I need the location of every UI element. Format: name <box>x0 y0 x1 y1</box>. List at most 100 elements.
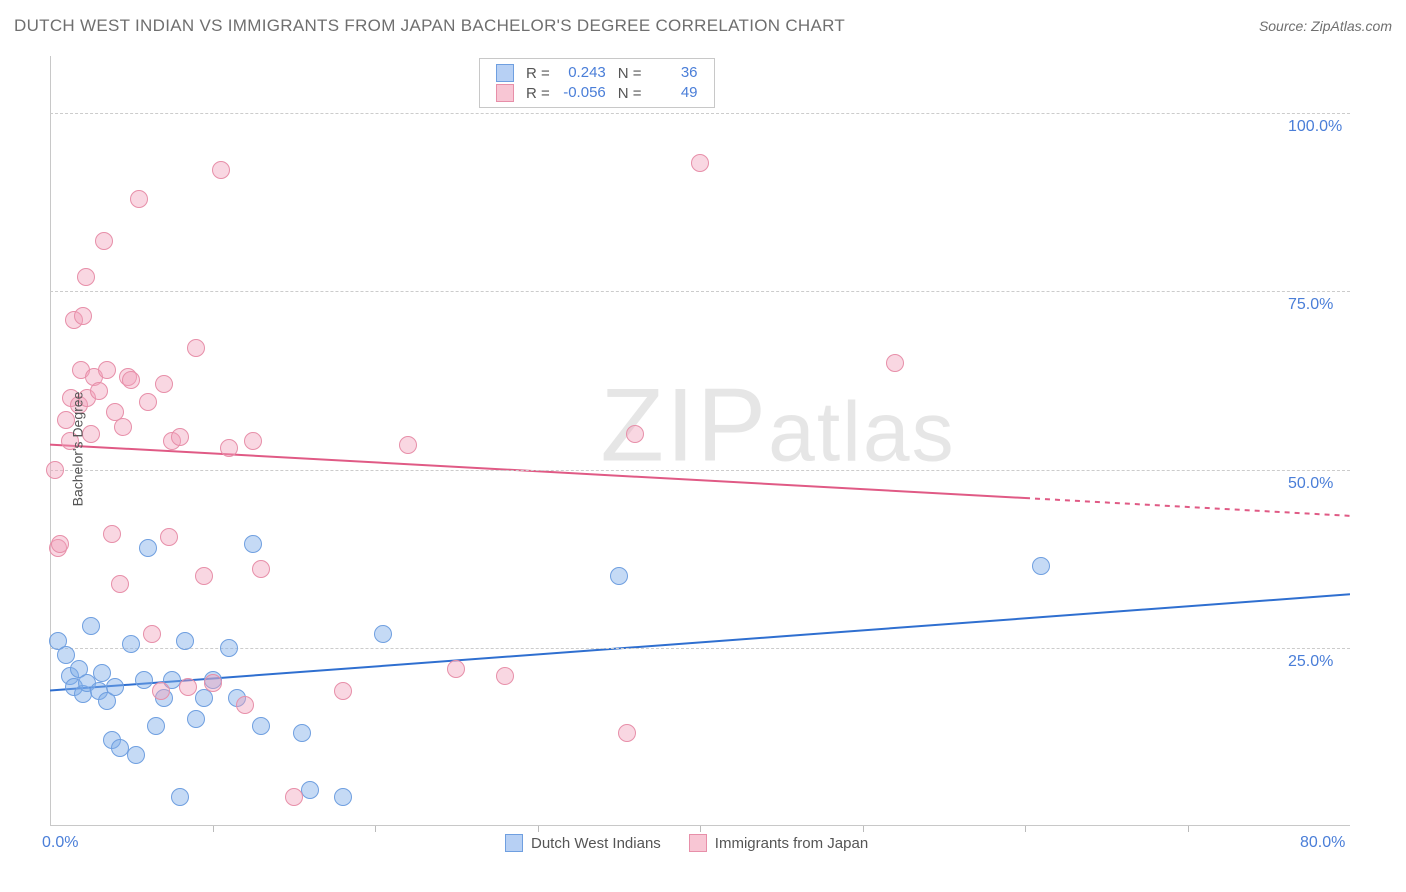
data-point <box>244 535 262 553</box>
legend-item: Dutch West Indians <box>505 834 661 852</box>
data-point <box>82 617 100 635</box>
chart-title: DUTCH WEST INDIAN VS IMMIGRANTS FROM JAP… <box>14 16 845 36</box>
legend-item-label: Dutch West Indians <box>531 835 661 852</box>
x-tick <box>538 826 539 832</box>
x-axis-min-label: 0.0% <box>42 834 78 852</box>
x-tick <box>213 826 214 832</box>
legend-row: R = 0.243 N = 36 <box>490 63 704 83</box>
data-point <box>106 678 124 696</box>
gridline <box>50 291 1350 292</box>
data-point <box>135 671 153 689</box>
data-point <box>204 674 222 692</box>
data-point <box>220 439 238 457</box>
data-point <box>236 696 254 714</box>
data-point <box>57 646 75 664</box>
data-point <box>114 418 132 436</box>
y-axis-label: Bachelor's Degree <box>69 392 85 507</box>
series-legend: Dutch West Indians Immigrants from Japan <box>505 834 868 852</box>
data-point <box>98 361 116 379</box>
data-point <box>293 724 311 742</box>
data-point <box>886 354 904 372</box>
legend-item: Immigrants from Japan <box>689 834 868 852</box>
legend-item-label: Immigrants from Japan <box>715 835 868 852</box>
data-point <box>179 678 197 696</box>
gridline <box>50 470 1350 471</box>
data-point <box>626 425 644 443</box>
r-value: 0.243 <box>556 63 612 82</box>
data-point <box>334 682 352 700</box>
data-point <box>139 393 157 411</box>
source-attribution: Source: ZipAtlas.com <box>1259 18 1392 34</box>
legend-swatch-icon <box>496 84 514 102</box>
data-point <box>160 528 178 546</box>
data-point <box>147 717 165 735</box>
watermark: ZIPatlas <box>600 366 955 485</box>
r-label: R = <box>520 83 556 103</box>
data-point <box>618 724 636 742</box>
data-point <box>122 371 140 389</box>
data-point <box>122 635 140 653</box>
data-point <box>155 375 173 393</box>
n-value: 49 <box>648 83 704 102</box>
x-tick <box>700 826 701 832</box>
legend-swatch-icon <box>496 64 514 82</box>
data-point <box>691 154 709 172</box>
data-point <box>187 710 205 728</box>
data-point <box>187 339 205 357</box>
data-point <box>46 461 64 479</box>
legend-swatch-icon <box>505 834 523 852</box>
legend-swatch-icon <box>689 834 707 852</box>
scatter-plot-area: ZIPatlas <box>50 56 1350 826</box>
gridline <box>50 648 1350 649</box>
y-tick-label: 25.0% <box>1288 653 1333 671</box>
data-point <box>111 575 129 593</box>
y-tick-label: 75.0% <box>1288 296 1333 314</box>
y-axis-line <box>50 56 51 826</box>
data-point <box>171 428 189 446</box>
data-point <box>610 567 628 585</box>
data-point <box>244 432 262 450</box>
data-point <box>152 682 170 700</box>
y-tick-label: 50.0% <box>1288 475 1333 493</box>
data-point <box>212 161 230 179</box>
data-point <box>285 788 303 806</box>
data-point <box>51 535 69 553</box>
data-point <box>496 667 514 685</box>
r-value: -0.056 <box>556 83 612 102</box>
data-point <box>399 436 417 454</box>
data-point <box>1032 557 1050 575</box>
data-point <box>447 660 465 678</box>
trend-line <box>1025 498 1350 516</box>
data-point <box>195 567 213 585</box>
x-tick <box>863 826 864 832</box>
data-point <box>252 560 270 578</box>
data-point <box>77 268 95 286</box>
y-tick-label: 100.0% <box>1288 118 1342 136</box>
x-tick <box>375 826 376 832</box>
correlation-legend: R = 0.243 N = 36 R = -0.056 N = 49 <box>479 58 715 108</box>
data-point <box>220 639 238 657</box>
data-point <box>252 717 270 735</box>
data-point <box>127 746 145 764</box>
data-point <box>301 781 319 799</box>
data-point <box>171 788 189 806</box>
gridline <box>50 113 1350 114</box>
data-point <box>74 307 92 325</box>
data-point <box>176 632 194 650</box>
data-point <box>374 625 392 643</box>
n-label: N = <box>612 83 648 103</box>
data-point <box>93 664 111 682</box>
n-value: 36 <box>648 63 704 82</box>
data-point <box>139 539 157 557</box>
r-label: R = <box>520 63 556 83</box>
data-point <box>103 525 121 543</box>
x-tick <box>1188 826 1189 832</box>
legend-row: R = -0.056 N = 49 <box>490 83 704 103</box>
x-axis-max-label: 80.0% <box>1300 834 1345 852</box>
data-point <box>130 190 148 208</box>
data-point <box>334 788 352 806</box>
trend-line <box>50 445 1025 498</box>
data-point <box>95 232 113 250</box>
trend-line <box>50 594 1350 690</box>
n-label: N = <box>612 63 648 83</box>
